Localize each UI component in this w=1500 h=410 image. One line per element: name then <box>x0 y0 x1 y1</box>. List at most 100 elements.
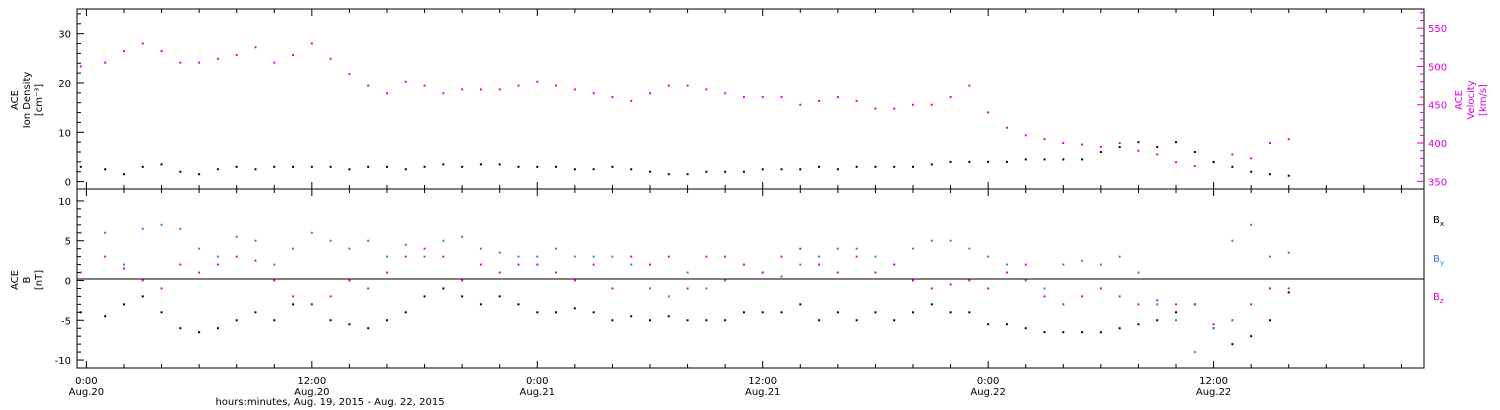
y-tick-label: 5 <box>65 237 71 248</box>
data-point <box>1268 255 1271 258</box>
data-point <box>461 88 464 91</box>
data-point <box>198 331 201 334</box>
data-point <box>235 53 238 56</box>
data-point <box>705 88 708 91</box>
data-point <box>273 279 276 282</box>
data-point <box>592 168 595 171</box>
data-point <box>160 163 163 166</box>
top-right-axis-ticks: 350 400 450 500 550 <box>1417 12 1447 188</box>
data-point <box>216 57 219 60</box>
data-point <box>1175 161 1178 164</box>
data-point <box>724 255 727 258</box>
data-point <box>198 173 201 176</box>
data-point <box>273 319 276 322</box>
data-point <box>1287 287 1290 290</box>
top-data-points <box>79 42 1290 177</box>
data-point <box>611 319 614 322</box>
data-point <box>836 311 839 314</box>
top-panel-frame <box>76 8 1425 190</box>
data-point <box>912 103 915 106</box>
data-point <box>1062 142 1065 145</box>
data-point <box>836 168 839 171</box>
data-point <box>930 287 933 290</box>
data-point <box>517 165 520 168</box>
x-tick-label-date: Aug.21 <box>520 387 555 398</box>
data-point <box>122 267 125 270</box>
data-point <box>1268 142 1271 145</box>
bottom-ylabel-line1: ACE <box>10 270 21 290</box>
data-point <box>799 303 802 306</box>
data-point <box>874 165 877 168</box>
data-point <box>912 247 915 250</box>
data-point <box>1024 279 1027 282</box>
data-point <box>949 239 952 242</box>
data-point <box>479 163 482 166</box>
data-point <box>254 239 257 242</box>
data-point <box>1193 165 1196 168</box>
data-point <box>536 263 539 266</box>
data-point <box>1099 151 1102 154</box>
data-point <box>1287 138 1290 141</box>
data-point <box>179 327 182 330</box>
data-point <box>555 165 558 168</box>
data-point <box>855 247 858 250</box>
data-point <box>79 165 82 168</box>
data-point <box>461 235 464 238</box>
data-point <box>987 255 990 258</box>
data-point <box>348 73 351 76</box>
data-point <box>761 168 764 171</box>
data-point <box>592 255 595 258</box>
data-point <box>855 255 858 258</box>
data-point <box>573 168 576 171</box>
data-point <box>855 99 858 102</box>
data-point <box>630 168 633 171</box>
data-point <box>799 168 802 171</box>
data-point <box>1231 165 1234 168</box>
x-tick-label-time: 0:00 <box>977 376 999 387</box>
data-point <box>254 259 257 262</box>
data-point <box>1062 303 1065 306</box>
data-point <box>179 170 182 173</box>
data-point <box>742 311 745 314</box>
data-point <box>1156 319 1159 322</box>
data-point <box>1118 295 1121 298</box>
data-point <box>987 287 990 290</box>
top-ylabel-right-line1: ACE <box>1454 90 1465 110</box>
data-point <box>667 315 670 318</box>
data-point <box>1081 259 1084 262</box>
data-point <box>404 255 407 258</box>
data-point <box>799 247 802 250</box>
y-tick-label: 30 <box>58 30 71 41</box>
data-point <box>987 160 990 163</box>
data-point <box>1287 251 1290 254</box>
data-point <box>573 307 576 310</box>
data-point <box>705 255 708 258</box>
data-point <box>1005 263 1008 266</box>
data-point <box>573 255 576 258</box>
data-point <box>1081 143 1084 146</box>
data-point <box>705 170 708 173</box>
data-point <box>1005 323 1008 326</box>
data-point <box>667 84 670 87</box>
data-point <box>479 303 482 306</box>
data-point <box>742 170 745 173</box>
data-point <box>1268 319 1271 322</box>
data-point <box>912 311 915 314</box>
top-left-axis-ticks: 0 10 20 30 <box>58 13 84 189</box>
data-point <box>1193 351 1196 354</box>
data-point <box>348 247 351 250</box>
data-point <box>292 247 295 250</box>
data-point <box>555 311 558 314</box>
data-point <box>1250 335 1253 338</box>
data-point <box>235 319 238 322</box>
data-point <box>1099 263 1102 266</box>
data-point <box>348 323 351 326</box>
data-point <box>122 173 125 176</box>
data-point <box>329 319 332 322</box>
legend-bx: Bx <box>1433 215 1444 228</box>
data-point <box>780 255 783 258</box>
data-point <box>141 295 144 298</box>
data-point <box>404 243 407 246</box>
data-point <box>442 92 445 95</box>
data-point <box>329 295 332 298</box>
